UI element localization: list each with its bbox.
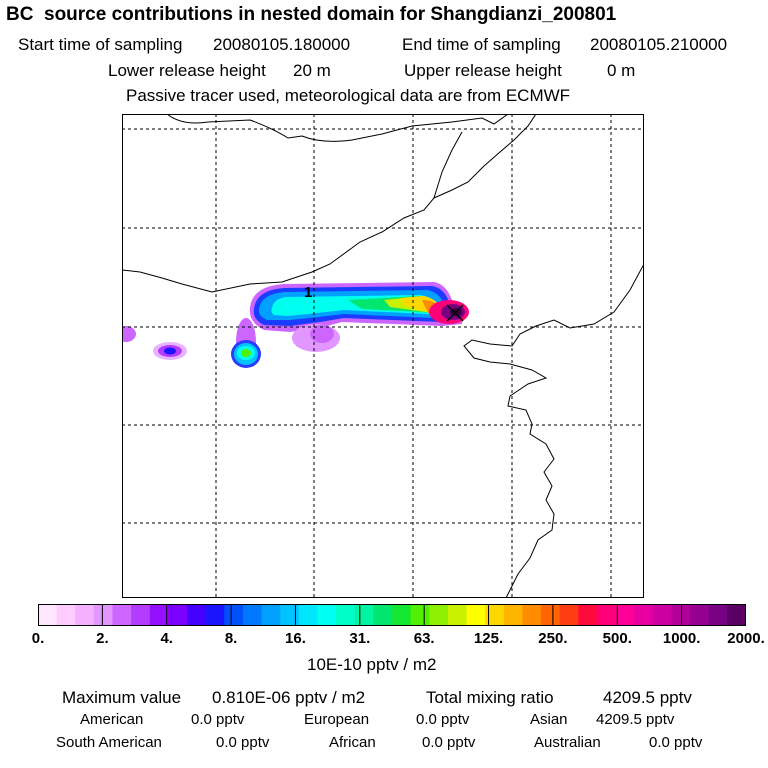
colorbar-tick-label: 2. xyxy=(96,630,109,647)
tracer-note: Passive tracer used, meteorological data… xyxy=(126,86,571,105)
region-value: 0.0 pptv xyxy=(216,734,270,751)
lower-release-value: 20 m xyxy=(293,61,331,80)
colorbar-cell xyxy=(671,604,691,626)
colorbar-cell xyxy=(429,604,449,626)
patch-south-green xyxy=(241,349,251,357)
colorbar-cell xyxy=(205,604,225,626)
colorbar-cell xyxy=(261,604,281,626)
colorbar-cell xyxy=(634,604,654,626)
colorbar-cell xyxy=(336,604,356,626)
colorbar-cell xyxy=(149,604,170,626)
end-time-label: End time of sampling xyxy=(402,35,561,54)
colorbar-cell xyxy=(298,604,319,626)
colorbar-tick-label: 16. xyxy=(285,630,306,647)
colorbar-frame xyxy=(38,604,746,626)
start-time-value: 20080105.180000 xyxy=(213,35,351,54)
patch-center-mid xyxy=(310,325,334,343)
colorbar-tick-label: 500. xyxy=(602,630,632,647)
map-frame xyxy=(122,114,644,598)
total-mixing-label: Total mixing ratio xyxy=(426,688,554,707)
colorbar-tick-label: 4. xyxy=(160,630,173,647)
colorbar-tick-label: 1000. xyxy=(662,630,701,647)
colorbar-cell xyxy=(93,604,114,626)
start-time-label: Start time of sampling xyxy=(18,35,183,54)
colorbar-cell xyxy=(447,604,468,626)
colorbar-cell xyxy=(168,604,188,626)
patch-west-edge xyxy=(122,326,136,342)
colorbar-cell xyxy=(75,604,95,626)
colorbar-tick-label: 31. xyxy=(349,630,371,647)
colorbar-tick-label: 2000. xyxy=(727,630,765,647)
coastlines xyxy=(122,114,644,598)
colorbar-tick-label: 250. xyxy=(538,630,568,647)
colorbar-cell xyxy=(224,604,244,626)
colorbar-cell xyxy=(652,604,673,626)
figure-title: BC source contributions in nested domain… xyxy=(6,4,617,25)
upper-release-label: Upper release height xyxy=(404,61,562,80)
colorbar-cell xyxy=(690,604,710,626)
colorbar-cell xyxy=(503,604,524,626)
release-site-marker xyxy=(446,304,464,322)
patch-west-core xyxy=(164,347,176,355)
plume-field xyxy=(122,282,469,368)
map-background xyxy=(122,114,644,598)
lower-release-label: Lower release height xyxy=(108,61,266,80)
border-north xyxy=(166,114,509,142)
region-name: Australian xyxy=(534,734,601,751)
colorbar-cell xyxy=(541,604,561,626)
colorbar-cell xyxy=(578,604,598,626)
colorbar-cell xyxy=(522,604,542,626)
max-value: 0.810E-06 pptv / m2 xyxy=(212,688,366,707)
colorbar-tick-label: 8. xyxy=(224,630,238,647)
region-value: 0.0 pptv xyxy=(649,734,703,751)
colorbar-cell xyxy=(596,604,617,626)
region-value: 0.0 pptv xyxy=(422,734,476,751)
colorbar-cells xyxy=(38,604,746,626)
upper-release-value: 0 m xyxy=(607,61,636,80)
region-name: European xyxy=(304,711,370,728)
colorbar-tick-label: 0. xyxy=(31,630,45,647)
region-name: Asian xyxy=(530,711,568,728)
colorbar-major-ticks xyxy=(101,604,683,626)
colorbar-cell xyxy=(112,604,132,626)
colorbar-cell xyxy=(187,604,207,626)
total-mixing-value: 4209.5 pptv xyxy=(603,688,692,707)
colorbar-cell xyxy=(354,604,374,626)
colorbar-cell xyxy=(559,604,579,626)
colorbar-cell xyxy=(373,604,393,626)
map-grid xyxy=(122,114,644,598)
end-time-value: 20080105.210000 xyxy=(590,35,728,54)
border-interior xyxy=(433,114,537,199)
colorbar-cell xyxy=(131,604,151,626)
colorbar xyxy=(38,604,746,626)
region-value: 0.0 pptv xyxy=(191,711,245,728)
max-value-label: Maximum value xyxy=(62,688,182,707)
colorbar-cell xyxy=(615,604,635,626)
colorbar-cell xyxy=(56,604,76,626)
colorbar-cell xyxy=(242,604,263,626)
region-value: 0.0 pptv xyxy=(416,711,470,728)
colorbar-cell xyxy=(727,604,746,626)
colorbar-cell xyxy=(410,604,430,626)
footprint-map: 1 xyxy=(122,114,644,598)
colorbar-cell xyxy=(38,604,58,626)
colorbar-cell xyxy=(708,604,728,626)
source-label: 1 xyxy=(304,284,312,301)
colorbar-cell xyxy=(485,604,505,626)
region-name: South American xyxy=(56,734,162,751)
colorbar-cell xyxy=(280,604,300,626)
colorbar-units: 10E-10 pptv / m2 xyxy=(307,655,437,674)
colorbar-cell xyxy=(466,604,486,626)
colorbar-tick-label: 125. xyxy=(473,630,504,647)
region-value: 4209.5 pptv xyxy=(596,711,675,728)
colorbar-tick-label: 63. xyxy=(413,630,435,647)
coastline-east xyxy=(463,263,644,598)
region-name: American xyxy=(80,711,144,728)
colorbar-cell xyxy=(392,604,412,626)
region-name: African xyxy=(329,734,376,751)
border-west xyxy=(122,131,463,293)
colorbar-cell xyxy=(317,604,337,626)
